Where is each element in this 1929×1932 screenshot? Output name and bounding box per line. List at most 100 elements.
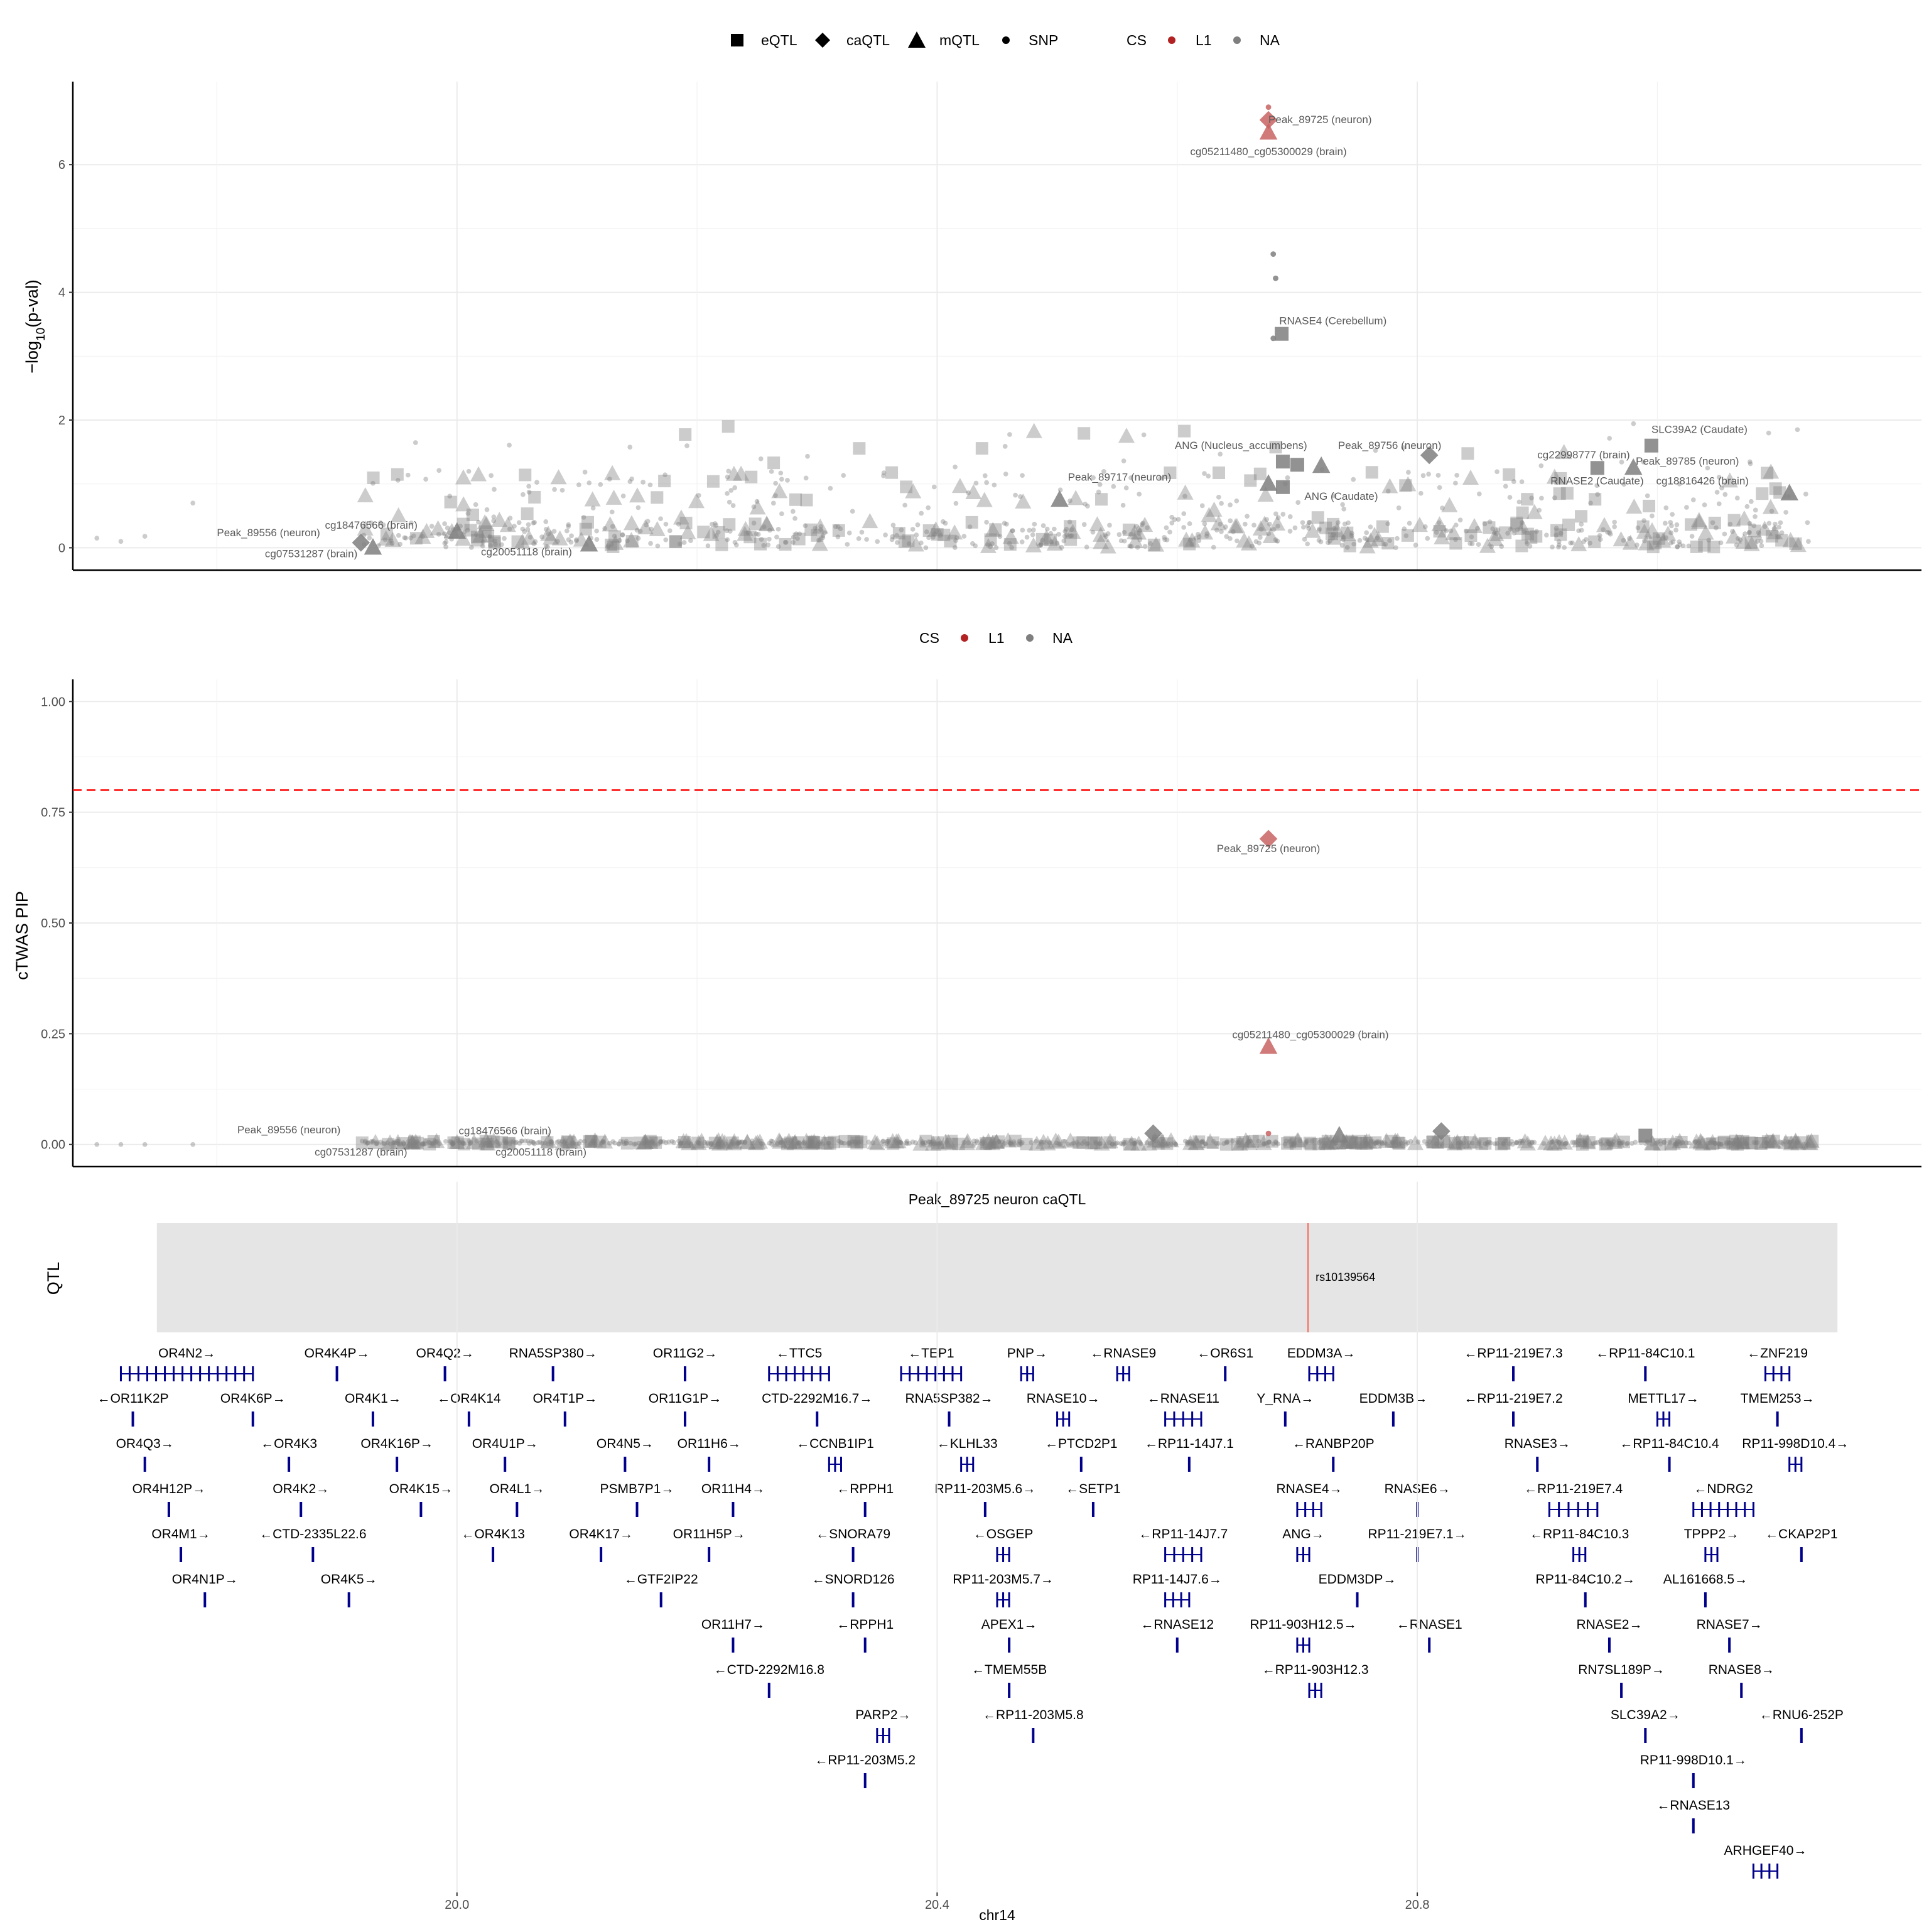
- background-snp-point: [961, 1140, 967, 1145]
- background-snp-point: [890, 534, 895, 539]
- background-snp-point: [1789, 537, 1802, 550]
- background-snp-point: [838, 526, 843, 532]
- pip-panel-grid: [73, 679, 1921, 1167]
- gene-label: ←RNASE11: [1147, 1391, 1219, 1406]
- background-snp-point: [1677, 542, 1683, 548]
- background-snp-point: [988, 1133, 1005, 1149]
- background-snp-point: [1069, 533, 1074, 538]
- background-snp-point: [1482, 521, 1488, 527]
- background-snp-point: [721, 420, 735, 433]
- background-snp-point: [1027, 527, 1032, 533]
- background-snp-point: [1716, 501, 1722, 507]
- background-snp-point: [1224, 1139, 1229, 1145]
- background-snp-point: [1037, 543, 1042, 549]
- background-snp-point: [1121, 1141, 1127, 1147]
- background-snp-point: [1346, 520, 1351, 526]
- background-snp-point: [1653, 1138, 1667, 1151]
- background-snp-point: [1456, 1136, 1469, 1149]
- gene-exon: [876, 1728, 878, 1743]
- background-snp-point: [414, 1139, 419, 1145]
- background-snp-point: [1148, 536, 1165, 552]
- background-snp-point: [427, 1135, 440, 1148]
- background-snp-point: [429, 524, 435, 529]
- background-snp-point: [1498, 1136, 1511, 1150]
- background-snp-point: [1231, 529, 1236, 534]
- background-snp-point: [1383, 542, 1388, 547]
- background-snp-point: [875, 539, 880, 544]
- background-snp-point: [1319, 1135, 1336, 1150]
- background-snp-point: [1526, 504, 1543, 519]
- background-snp-point: [1133, 1139, 1139, 1145]
- legend-label-l1: L1: [1196, 32, 1212, 48]
- background-snp-point: [839, 1140, 845, 1146]
- background-snp-point: [818, 527, 823, 532]
- gene-exon: [1692, 1502, 1695, 1517]
- background-snp-point: [1007, 1141, 1013, 1146]
- background-snp-point: [1771, 1140, 1777, 1145]
- snp-point: [1275, 455, 1290, 469]
- gene-exon: [504, 1457, 507, 1472]
- background-snp-point: [937, 1141, 943, 1147]
- gene-exon: [1596, 1502, 1599, 1517]
- background-snp-point: [1243, 521, 1248, 527]
- background-snp-point: [1753, 1140, 1758, 1146]
- background-snp-point: [1252, 520, 1269, 536]
- background-snp-point: [944, 534, 957, 548]
- background-snp-point: [503, 1137, 516, 1150]
- background-snp-point: [1462, 469, 1479, 485]
- background-snp-point: [1574, 1140, 1579, 1145]
- background-snp-point: [846, 1140, 852, 1145]
- background-snp-point: [491, 514, 497, 520]
- gene-exon: [1728, 1638, 1731, 1653]
- background-snp-point: [1130, 1135, 1147, 1151]
- background-snp-point: [1572, 1140, 1577, 1145]
- point-annotation: Peak_89556 (neuron): [217, 527, 320, 539]
- background-snp-point: [1044, 526, 1050, 532]
- background-snp-point: [951, 478, 968, 494]
- background-snp-point: [711, 1135, 728, 1151]
- background-snp-point: [850, 509, 855, 514]
- background-snp-point: [1706, 537, 1712, 543]
- gene-exon: [948, 1411, 951, 1427]
- background-snp-point: [1521, 529, 1527, 534]
- gene-exon: [1512, 1411, 1515, 1427]
- background-snp-point: [1669, 523, 1674, 529]
- background-snp-point: [1085, 1141, 1091, 1146]
- background-snp-point: [1341, 526, 1354, 539]
- gene-label: ←RNASE13: [1656, 1798, 1730, 1813]
- background-snp-point: [677, 541, 683, 547]
- background-snp-point: [1670, 512, 1675, 517]
- background-snp-point: [1039, 1141, 1044, 1147]
- background-snp-point: [1331, 532, 1336, 537]
- qtl-snp-label: rs10139564: [1316, 1271, 1375, 1283]
- background-snp-point: [785, 478, 790, 483]
- background-snp-point: [1397, 1141, 1402, 1147]
- background-snp-point: [1729, 1135, 1742, 1148]
- gene-exon: [785, 1366, 787, 1381]
- background-snp-point: [1608, 531, 1613, 537]
- background-snp-point: [758, 456, 764, 461]
- background-snp-point: [1441, 497, 1458, 512]
- background-snp-point: [931, 528, 944, 541]
- gene-exon: [1008, 1683, 1011, 1698]
- gene-label: ←RNASE9: [1090, 1346, 1156, 1361]
- background-snp-point: [1227, 518, 1244, 534]
- background-snp-point: [1120, 502, 1126, 508]
- background-snp-point: [679, 428, 692, 441]
- background-snp-point: [467, 1138, 472, 1144]
- background-snp-point: [1655, 532, 1672, 548]
- background-snp-point: [1748, 461, 1753, 467]
- gene-exon: [966, 1457, 968, 1472]
- background-snp-point: [691, 1136, 704, 1150]
- background-snp-point: [726, 1133, 743, 1148]
- gene-label: ←RP11-84C10.4: [1619, 1437, 1719, 1451]
- background-snp-point: [905, 483, 922, 499]
- background-snp-point: [822, 530, 828, 536]
- background-snp-point: [409, 521, 414, 526]
- background-snp-point: [644, 1140, 650, 1146]
- gene-exon: [467, 1411, 470, 1427]
- background-snp-point: [1020, 527, 1025, 533]
- gene-exon: [851, 1547, 855, 1562]
- background-snp-point: [1127, 524, 1143, 539]
- legend-mid-label-na: NA: [1052, 630, 1073, 646]
